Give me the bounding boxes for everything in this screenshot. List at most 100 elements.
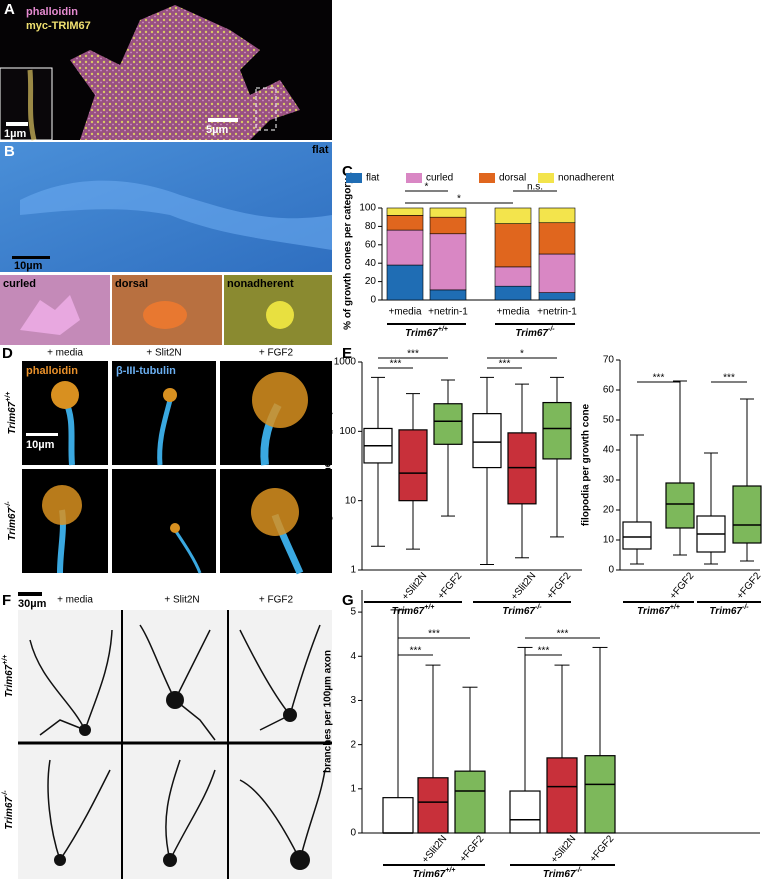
allele: +/+	[424, 604, 434, 611]
y-tick-label: 0	[350, 828, 356, 839]
panel-letter: E	[342, 345, 352, 362]
x-tick-label: +netrin-1	[428, 307, 468, 318]
y-tick-label: 10	[603, 535, 615, 546]
significance-label: ***	[410, 646, 422, 657]
group-label: Trim67-/-	[502, 604, 542, 616]
growth-cone	[170, 523, 180, 533]
x-tick-label: +Slit2N	[400, 571, 429, 603]
allele: -/-	[742, 604, 749, 611]
genotype-label: Trim67-/-	[2, 790, 14, 830]
bar-segment	[538, 222, 576, 255]
group-label: Trim67-/-	[709, 604, 749, 616]
box	[509, 790, 541, 834]
y-tick-label: 20	[603, 505, 615, 516]
bar-segment	[429, 207, 467, 218]
allele: -/-	[576, 867, 583, 874]
cell-shape	[70, 5, 300, 140]
y-axis-label: filopodia per growth cone	[581, 403, 592, 526]
significance-label: ***	[407, 349, 419, 360]
allele: +/+	[438, 326, 448, 333]
bar-segment	[386, 207, 424, 216]
inset-filopodium	[27, 69, 37, 141]
significance-label: *	[425, 182, 429, 193]
y-tick-label: 60	[365, 239, 377, 250]
legend-swatch	[479, 173, 495, 183]
condition-label: + media	[57, 595, 93, 606]
significance-label: n.s.	[527, 182, 543, 193]
scale-label: 5µm	[206, 124, 228, 136]
significance-label: ***	[653, 373, 665, 384]
x-tick-label: +Slit2N	[420, 834, 449, 866]
bar-segment	[494, 207, 532, 224]
category-label: curled	[3, 278, 36, 290]
significance-label: ***	[538, 646, 550, 657]
box	[665, 482, 695, 529]
box	[417, 777, 449, 834]
gene-name: Trim67	[637, 606, 670, 617]
gene-name: Trim67	[4, 664, 15, 697]
box	[507, 432, 537, 505]
allele: +/+	[5, 392, 12, 402]
y-tick-label: 3	[350, 695, 356, 706]
condition-label: + media	[47, 348, 83, 359]
legend-swatch	[406, 173, 422, 183]
panel-a: 1µm 5µm A phalloidin myc-TRIM67	[0, 0, 332, 141]
allele: +/+	[670, 604, 680, 611]
y-tick-label: 10	[345, 495, 357, 506]
panel-letter: D	[2, 345, 13, 362]
cell-shape	[143, 301, 187, 329]
bar-segment	[386, 264, 424, 301]
panel-d: D + media + Slit2N + FGF2 phalloidin β-I…	[2, 345, 332, 575]
box	[398, 429, 428, 502]
scale-bar	[208, 118, 238, 122]
condition-label: + Slit2N	[146, 348, 181, 359]
box	[454, 770, 486, 834]
y-tick-label: 1000	[334, 357, 357, 368]
y-tick-label: 20	[365, 276, 377, 287]
significance-label: ***	[499, 359, 511, 370]
legend-label: dorsal	[499, 173, 526, 184]
genotype-label: Trim67+/+	[5, 392, 17, 435]
y-tick-label: 1	[350, 565, 356, 576]
y-tick-label: 100	[339, 426, 356, 437]
category-label: dorsal	[115, 278, 148, 290]
legend-label: curled	[426, 173, 453, 184]
growth-cone	[163, 388, 177, 402]
y-tick-label: 0	[370, 295, 376, 306]
y-tick-label: 40	[365, 258, 377, 269]
box	[433, 403, 463, 445]
panel-letter: F	[2, 592, 11, 609]
bar-segment	[494, 266, 532, 287]
panel-letter: C	[342, 163, 353, 180]
x-tick-label: +FGF2	[545, 570, 574, 601]
bar-segment	[386, 215, 424, 231]
condition-label: + FGF2	[259, 595, 294, 606]
gene-name: Trim67	[709, 606, 742, 617]
scale-label: 10µm	[14, 260, 43, 272]
axon	[157, 399, 173, 466]
allele: -/-	[548, 326, 555, 333]
x-tick-label: +netrin-1	[537, 307, 577, 318]
allele: +/+	[2, 655, 9, 665]
panel-f: F + media + Slit2N + FGF2 30µm Trim67+/+…	[2, 592, 332, 879]
x-tick-label: +FGF2	[588, 833, 617, 864]
category-label: flat	[312, 144, 329, 156]
condition-label: + FGF2	[259, 348, 294, 359]
allele: -/-	[2, 790, 9, 797]
y-tick-label: 2	[350, 739, 356, 750]
scale-label: 10µm	[26, 439, 55, 451]
gene-name: Trim67	[515, 328, 548, 339]
gene-name: Trim67	[405, 328, 438, 339]
micrograph	[112, 361, 216, 465]
y-tick-label: 40	[603, 445, 615, 456]
bar-segment	[386, 229, 424, 266]
allele: +/+	[445, 867, 455, 874]
bar-segment	[538, 292, 576, 301]
gene-name: Trim67	[543, 869, 576, 879]
x-tick-label: +FGF2	[458, 833, 487, 864]
gene-name: Trim67	[7, 401, 18, 434]
box	[732, 485, 762, 544]
x-tick-label: +Slit2N	[509, 571, 538, 603]
group-label: Trim67+/+	[405, 326, 448, 338]
